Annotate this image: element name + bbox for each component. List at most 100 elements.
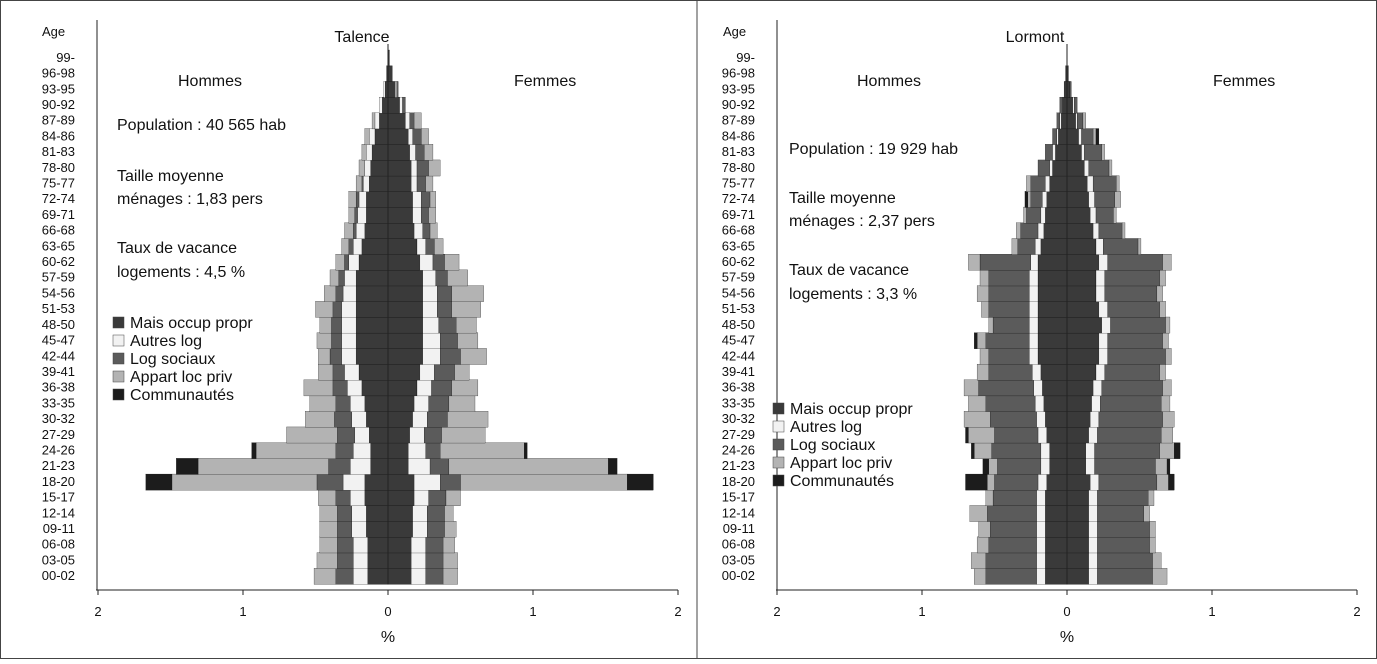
bar-femmes-78-80-0: [1066, 159, 1085, 177]
bar-femmes-81-83-0: [1066, 144, 1082, 161]
age-label: 72-74: [722, 191, 755, 206]
bar-femmes-03-05-1: [1088, 552, 1098, 569]
bar-hommes-03-05-3: [316, 552, 338, 569]
bar-hommes-75-77-1: [1045, 175, 1050, 192]
bar-femmes-45-47-1: [1098, 332, 1108, 349]
bar-hommes-30-32-3: [963, 411, 991, 428]
bar-femmes-60-62-0: [1066, 254, 1100, 271]
bar-femmes-30-32-0: [1066, 411, 1091, 428]
bar-femmes-42-44-1: [422, 348, 441, 365]
bar-femmes-84-86-3: [421, 128, 429, 145]
bar-femmes-18-20-3: [460, 473, 628, 491]
bar-hommes-00-02-3: [974, 568, 986, 585]
bar-hommes-87-89-1: [374, 112, 380, 130]
bar-hommes-69-71-1: [357, 206, 367, 224]
bar-hommes-21-23-1: [350, 458, 371, 475]
bar-femmes-57-59-0: [387, 269, 423, 287]
bar-hommes-72-74-3: [1027, 191, 1031, 208]
bar-hommes-39-41-0: [358, 363, 389, 381]
age-label: 06-08: [722, 537, 755, 552]
bar-femmes-30-32-3: [1162, 411, 1175, 428]
age-label: 87-89: [42, 113, 75, 128]
bar-hommes-12-14-2: [337, 505, 352, 522]
bar-hommes-39-41-1: [1032, 363, 1042, 381]
bar-hommes-78-80-3: [358, 159, 365, 177]
bar-femmes-18-20-0: [1066, 473, 1091, 491]
age-label: 42-44: [722, 348, 755, 363]
age-label: 39-41: [722, 364, 755, 379]
bar-hommes-12-14-0: [366, 505, 389, 522]
bar-femmes-93-95-2: [1069, 81, 1072, 98]
bar-hommes-36-38-0: [1042, 379, 1068, 397]
bar-femmes-54-56-2: [1104, 285, 1158, 302]
bar-hommes-06-08-0: [1045, 536, 1068, 554]
bar-femmes-54-56-1: [1095, 285, 1105, 302]
bar-femmes-75-77-0: [1066, 175, 1088, 192]
bar-hommes-57-59-0: [1037, 269, 1068, 287]
bar-femmes-60-62-1: [1098, 254, 1108, 271]
bar-femmes-87-89-0: [1066, 112, 1076, 130]
bar-femmes-69-71-0: [1066, 206, 1091, 224]
age-label: 81-83: [722, 144, 755, 159]
bar-hommes-39-41-3: [976, 363, 989, 381]
bar-femmes-09-11-0: [1066, 521, 1089, 538]
age-label: 09-11: [723, 521, 755, 536]
bar-hommes-06-08-1: [1036, 536, 1046, 554]
bar-femmes-24-26-3: [1159, 442, 1175, 459]
age-label: 66-68: [42, 223, 75, 238]
age-label: 78-80: [42, 160, 75, 175]
x-tick-label: 0: [384, 604, 391, 619]
bar-femmes-24-26-0: [1066, 442, 1086, 459]
bar-femmes-15-17-0: [387, 489, 415, 506]
bar-hommes-72-74-3: [348, 191, 357, 208]
bar-hommes-18-20-3: [987, 473, 995, 491]
bar-hommes-24-26-1: [353, 442, 371, 459]
bar-femmes-75-77-2: [416, 175, 426, 192]
bar-hommes-09-11-3: [978, 521, 991, 538]
bar-femmes-15-17-1: [1088, 489, 1098, 506]
bar-hommes-78-80-1: [364, 159, 371, 177]
bar-hommes-48-50-3: [319, 316, 332, 334]
bar-femmes-06-08-2: [425, 536, 444, 554]
bar-hommes-75-77-0: [1049, 175, 1068, 192]
age-label: 84-86: [722, 128, 755, 143]
bar-femmes-39-41-0: [387, 363, 421, 381]
bar-hommes-69-71-3: [348, 206, 355, 224]
bar-femmes-93-95-1: [395, 81, 397, 98]
bar-femmes-72-74-2: [421, 191, 431, 208]
bar-femmes-00-02-2: [1097, 568, 1153, 585]
bar-femmes-03-05-0: [1066, 552, 1089, 569]
bar-hommes-84-86-0: [374, 128, 389, 145]
bar-hommes-27-29-0: [1046, 426, 1068, 444]
info-annotation: ménages : 2,37 pers: [789, 213, 935, 230]
bar-femmes-06-08-1: [1088, 536, 1098, 554]
bar-femmes-12-14-0: [387, 505, 413, 522]
bar-hommes-18-20-2: [316, 473, 344, 491]
bar-hommes-06-08-0: [367, 536, 389, 554]
age-label: 99-: [56, 50, 75, 65]
age-label: 18-20: [722, 474, 755, 489]
bar-hommes-42-44-0: [1037, 348, 1068, 365]
bar-femmes-66-68-1: [413, 222, 423, 239]
bar-hommes-75-77-3: [355, 175, 363, 192]
bar-femmes-84-86-1: [408, 128, 413, 145]
age-label: 99-: [736, 50, 755, 65]
info-annotation: Population : 40 565 hab: [117, 117, 286, 134]
bar-femmes-57-59-2: [435, 269, 448, 287]
bar-femmes-66-68-2: [1098, 222, 1123, 239]
bar-femmes-78-80-2: [416, 159, 429, 177]
bar-femmes-42-44-1: [1098, 348, 1108, 365]
bar-femmes-51-53-1: [422, 301, 438, 318]
bar-femmes-72-74-1: [1088, 191, 1095, 208]
bar-hommes-15-17-2: [335, 489, 351, 506]
bar-hommes-69-71-1: [1040, 206, 1046, 224]
bar-hommes-72-74-0: [1046, 191, 1068, 208]
age-label: 03-05: [722, 552, 755, 567]
bar-femmes-45-47-3: [1162, 332, 1169, 349]
age-label: 15-17: [722, 490, 755, 505]
x-tick-label: 1: [1208, 604, 1215, 619]
bar-hommes-09-11-0: [1045, 521, 1068, 538]
bar-hommes-15-17-2: [992, 489, 1037, 506]
bar-hommes-93-95-1: [383, 81, 386, 98]
